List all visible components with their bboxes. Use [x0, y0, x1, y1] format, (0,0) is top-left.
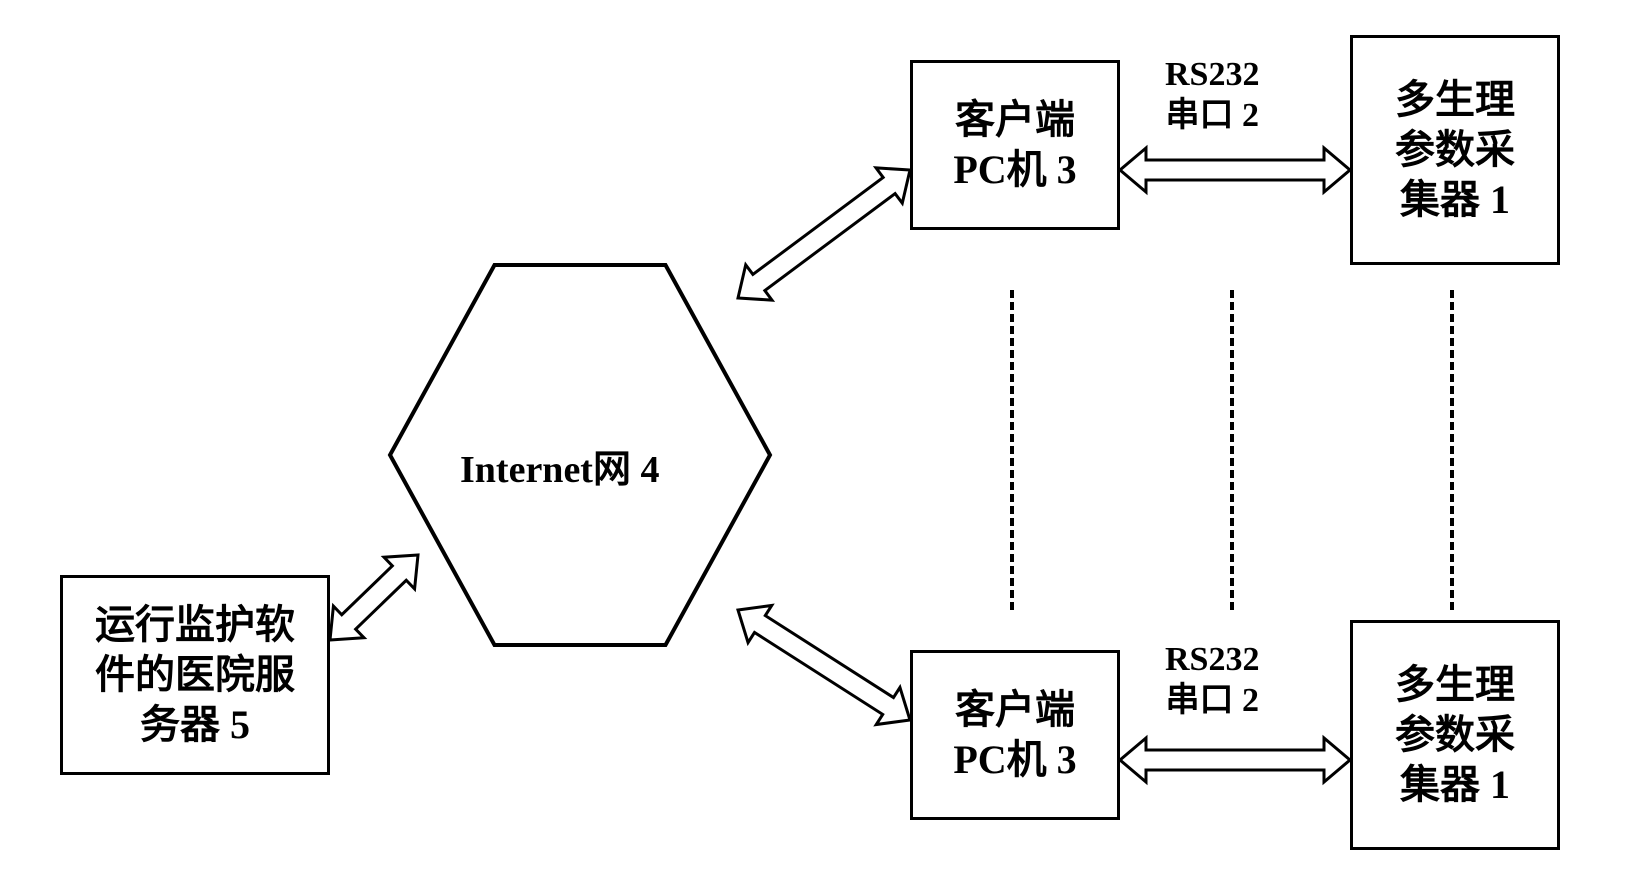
internet-to-client-bot: [738, 605, 910, 724]
vdash-1: [1010, 290, 1014, 610]
vdash-2: [1230, 290, 1234, 610]
client-bot-box: 客户端PC机 3: [910, 650, 1120, 820]
vdash-3: [1450, 290, 1454, 610]
internet-to-client-top: [738, 168, 910, 300]
client-top-box: 客户端PC机 3: [910, 60, 1120, 230]
rs232-label-bot: RS232串口 2: [1165, 640, 1259, 722]
rs232-label-top: RS232串口 2: [1165, 55, 1259, 137]
internet-label: Internet网 4: [460, 438, 659, 493]
collector-bot-box: 多生理参数采集器 1: [1350, 620, 1560, 850]
server-box: 运行监护软件的医院服务器 5: [60, 575, 330, 775]
client-top-to-collector-top: [1120, 148, 1350, 192]
client-bot-to-collector-bot: [1120, 738, 1350, 782]
collector-top-box: 多生理参数采集器 1: [1350, 35, 1560, 265]
server-to-internet: [330, 555, 418, 640]
